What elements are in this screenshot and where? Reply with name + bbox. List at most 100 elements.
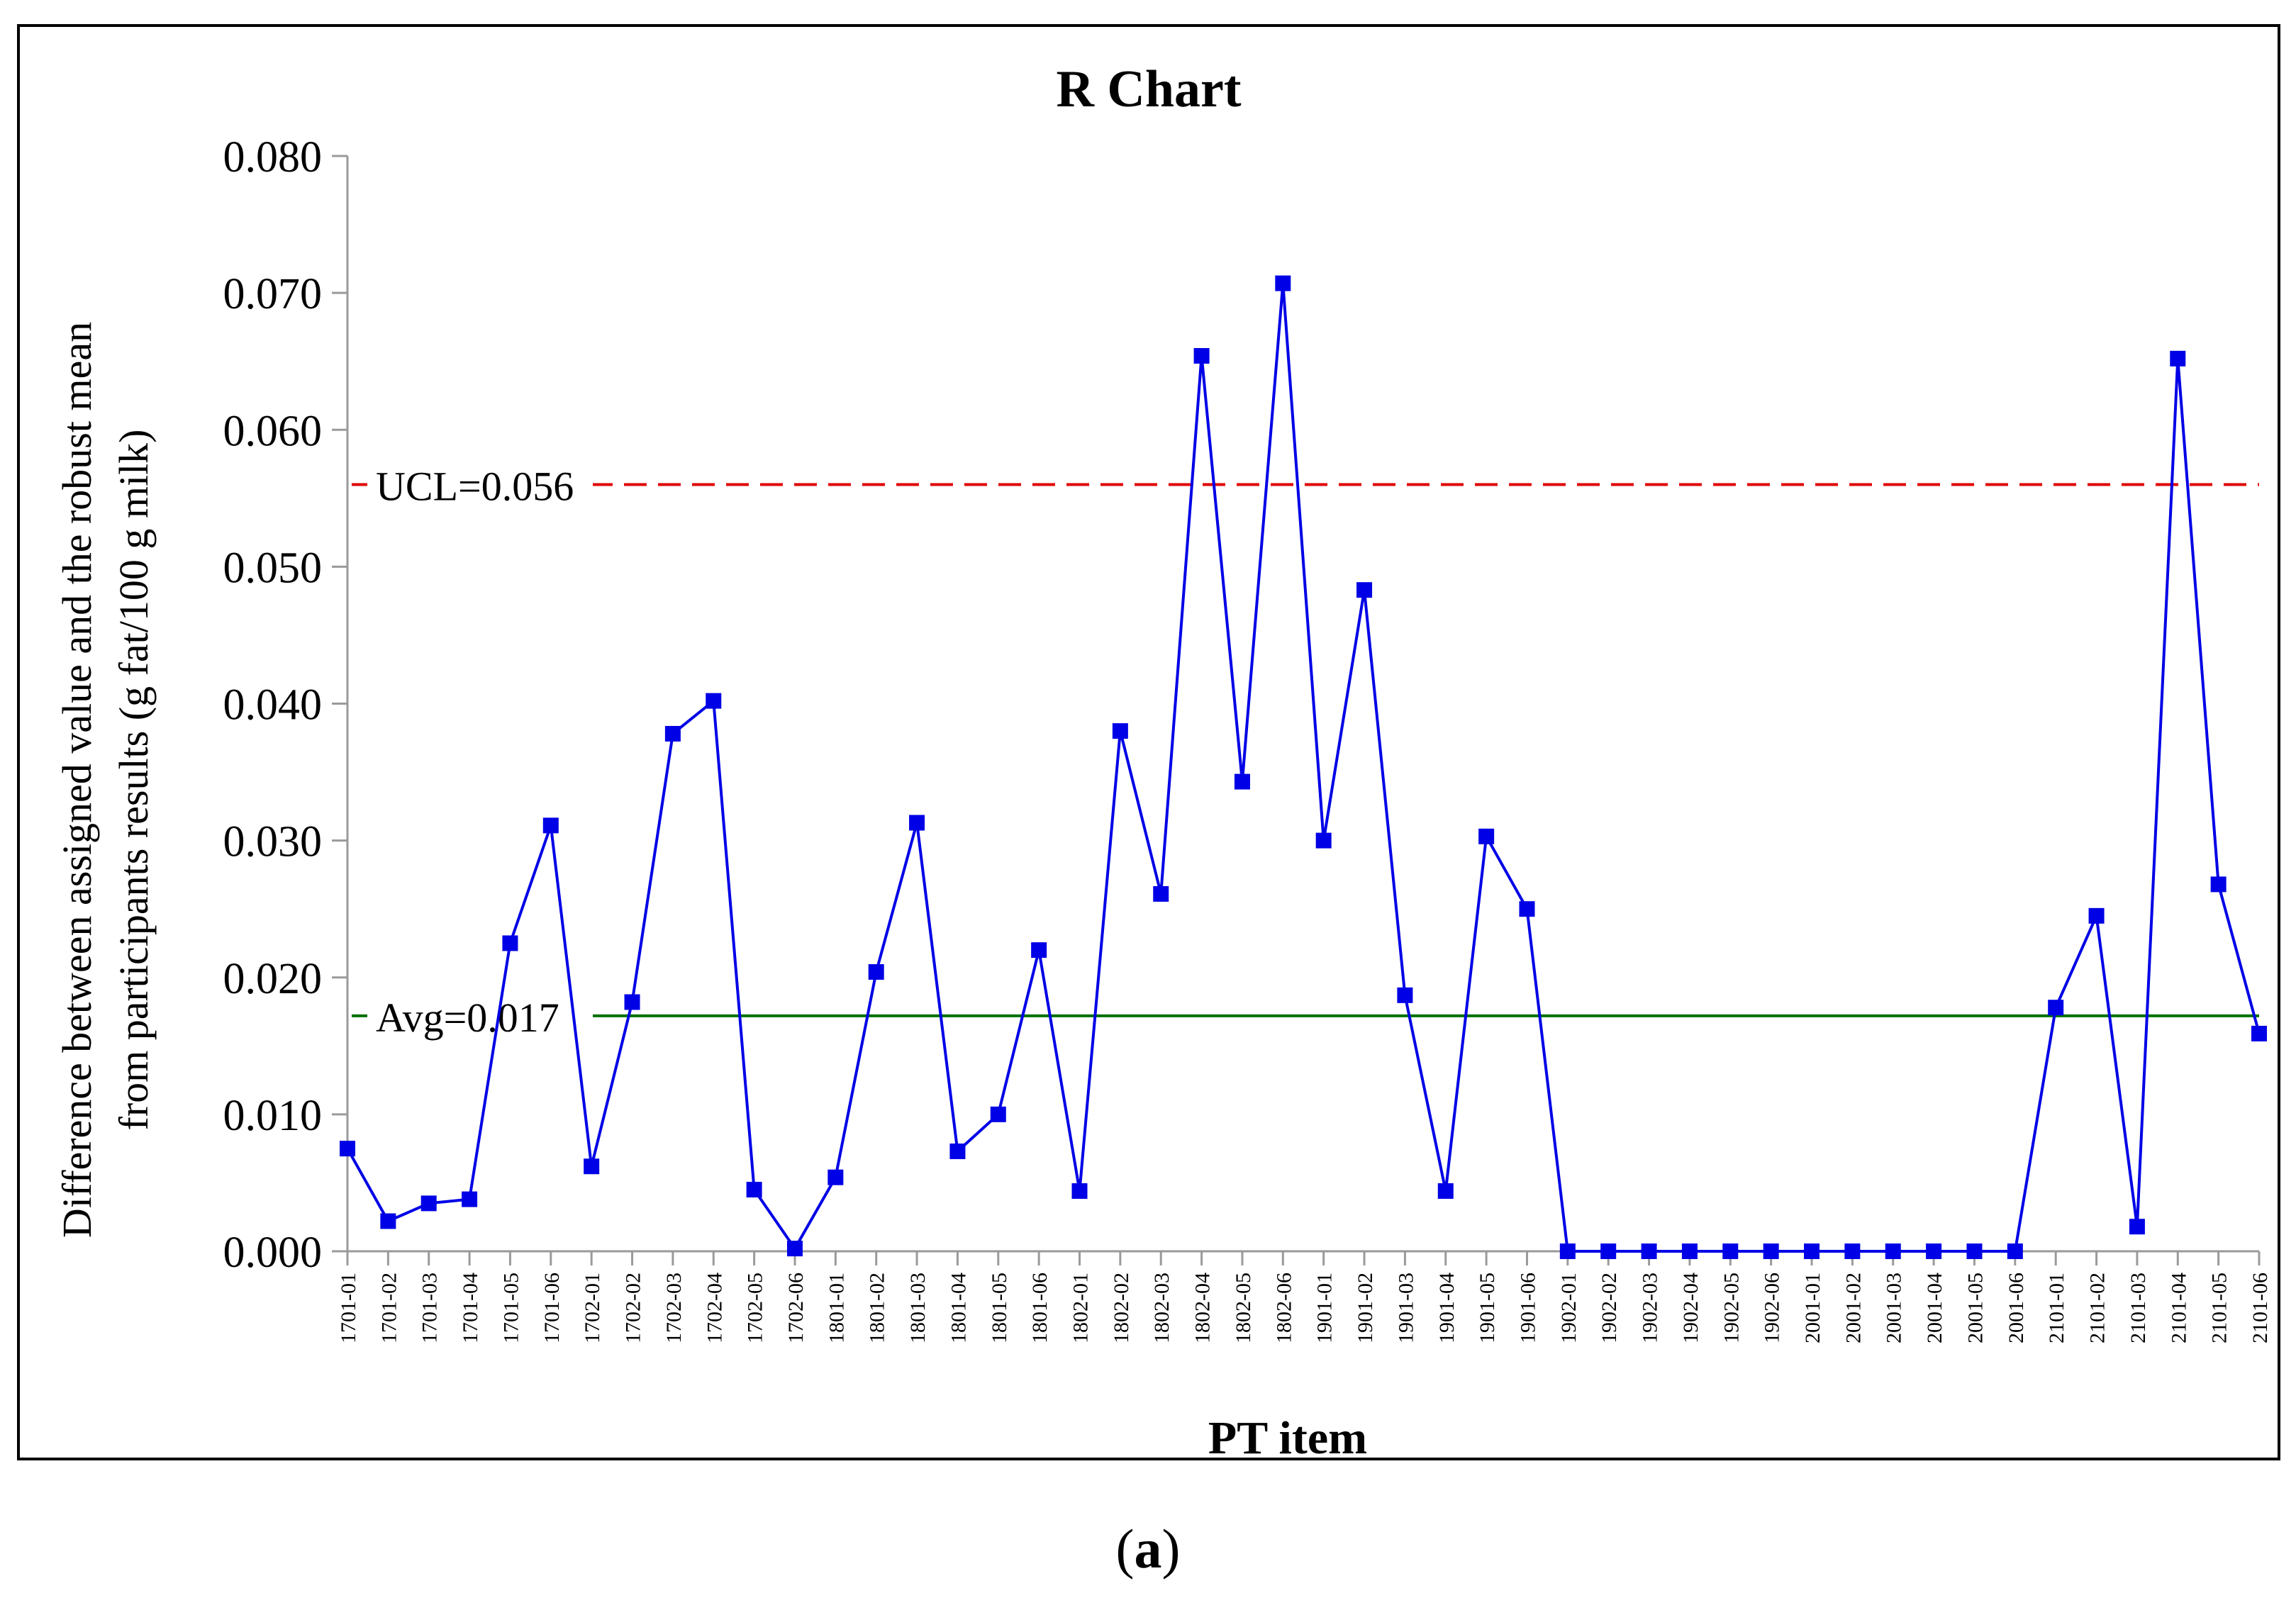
x-tick-label: 1701-06	[540, 1273, 564, 1343]
data-point	[1275, 275, 1291, 291]
y-tick-label: 0.080	[223, 133, 323, 181]
x-tick-label: 2101-02	[2086, 1273, 2110, 1343]
data-point	[1031, 942, 1047, 958]
x-tick-label: 1902-04	[1679, 1273, 1703, 1343]
panel-label-close: )	[1161, 1518, 1181, 1580]
y-axis-title-line1: Difference between assigned value and th…	[54, 322, 100, 1238]
data-point	[949, 1144, 966, 1160]
data-point	[1112, 723, 1128, 739]
data-point	[1315, 832, 1332, 849]
x-tick-label: 2101-01	[2045, 1273, 2068, 1343]
data-point	[1437, 1183, 1454, 1200]
data-point	[1681, 1243, 1698, 1259]
x-tick-label: 1801-06	[1028, 1273, 1052, 1343]
x-tick-label: 1802-01	[1069, 1273, 1093, 1343]
data-point	[1397, 987, 1413, 1003]
reference-lines: UCL=0.056 Avg=0.017	[352, 457, 2259, 1043]
x-tick-label: 1801-04	[947, 1273, 970, 1343]
data-point	[1356, 582, 1373, 598]
data-point	[2088, 907, 2105, 924]
x-tick-label: 1702-06	[784, 1273, 808, 1343]
data-point	[380, 1213, 396, 1229]
data-point	[1926, 1243, 1942, 1259]
x-tick-label: 1802-04	[1191, 1273, 1215, 1343]
x-tick-label: 1702-03	[662, 1273, 686, 1343]
y-tick-label: 0.050	[223, 544, 323, 592]
x-tick-label: 1902-01	[1557, 1273, 1581, 1343]
y-tick-label: 0.010	[223, 1092, 323, 1140]
x-tick-label: 1801-03	[906, 1273, 930, 1343]
data-series	[340, 275, 2267, 1259]
x-tick-label: 1802-03	[1150, 1273, 1174, 1343]
data-point	[1641, 1243, 1657, 1259]
data-point	[786, 1241, 803, 1257]
data-point	[1885, 1243, 1901, 1259]
x-tick-label: 2101-06	[2248, 1273, 2272, 1343]
data-point	[1559, 1243, 1576, 1259]
x-tick-label: 1801-02	[866, 1273, 889, 1343]
x-tick-label: 1901-04	[1435, 1273, 1459, 1343]
data-point	[2251, 1025, 2267, 1041]
data-point	[1519, 901, 1535, 917]
series-line	[346, 281, 2261, 1253]
x-tick-label: 1701-03	[418, 1273, 442, 1343]
data-point	[624, 994, 640, 1010]
x-tick-label: 1902-06	[1761, 1273, 1784, 1343]
y-axis-title: Difference between assigned value and th…	[54, 322, 157, 1238]
data-point	[502, 935, 518, 951]
data-point	[1763, 1243, 1779, 1259]
data-point	[340, 1141, 355, 1157]
x-tick-label: 1701-04	[459, 1273, 482, 1343]
data-point	[664, 725, 681, 742]
x-tick-label: 1801-01	[825, 1273, 848, 1343]
x-tick-label: 1901-02	[1354, 1273, 1377, 1343]
data-point	[2210, 876, 2227, 893]
data-point	[1234, 773, 1250, 790]
data-point	[827, 1169, 844, 1185]
data-point	[1844, 1243, 1861, 1259]
y-tick-label: 0.040	[223, 681, 323, 729]
data-point	[868, 964, 884, 980]
reference-label-background	[367, 988, 593, 1043]
data-point	[1153, 885, 1169, 902]
x-tick-label: 1802-02	[1110, 1273, 1133, 1343]
x-tick-label: 1902-05	[1720, 1273, 1743, 1343]
data-point	[462, 1191, 478, 1207]
data-point	[2170, 350, 2186, 367]
y-tick-label: 0.020	[223, 955, 323, 1003]
data-point	[1804, 1243, 1820, 1259]
data-point	[990, 1106, 1006, 1122]
y-tick-label: 0.060	[223, 407, 323, 455]
x-tick-label: 1801-05	[988, 1273, 1011, 1343]
reference-label: Avg=0.017	[376, 995, 559, 1041]
data-point	[1722, 1243, 1739, 1259]
x-tick-label: 1701-05	[499, 1273, 523, 1343]
data-point	[542, 817, 559, 834]
x-axis-title: PT item	[1208, 1412, 1367, 1464]
x-tick-label: 2001-03	[1883, 1273, 1906, 1343]
panel-label-letter: a	[1134, 1518, 1162, 1580]
y-axis-title-line2: from participants results (g fat/100 g m…	[111, 429, 157, 1130]
y-tick-label: 0.070	[223, 270, 323, 318]
x-tick-label: 2001-04	[1923, 1273, 1946, 1343]
x-tick-label: 1901-06	[1516, 1273, 1539, 1343]
panel-label: (a)	[0, 1517, 2296, 1581]
x-tick-label: 2101-03	[2127, 1273, 2150, 1343]
data-point	[746, 1182, 762, 1198]
y-tick-label: 0.000	[223, 1229, 323, 1277]
data-point	[1478, 828, 1495, 844]
panel-label-open: (	[1115, 1518, 1135, 1580]
x-tick-label: 1802-06	[1272, 1273, 1295, 1343]
data-point	[1071, 1183, 1088, 1200]
x-tick-label: 1901-01	[1313, 1273, 1337, 1343]
data-point	[1600, 1243, 1617, 1259]
data-point	[2007, 1243, 2023, 1259]
data-point	[420, 1195, 437, 1212]
x-tick-label: 2001-05	[1963, 1273, 1987, 1343]
x-tick-label: 1902-02	[1598, 1273, 1621, 1343]
data-point	[1193, 347, 1210, 364]
x-tick-label: 1901-05	[1476, 1273, 1499, 1343]
reference-label-background	[367, 457, 593, 512]
data-point	[584, 1158, 600, 1175]
